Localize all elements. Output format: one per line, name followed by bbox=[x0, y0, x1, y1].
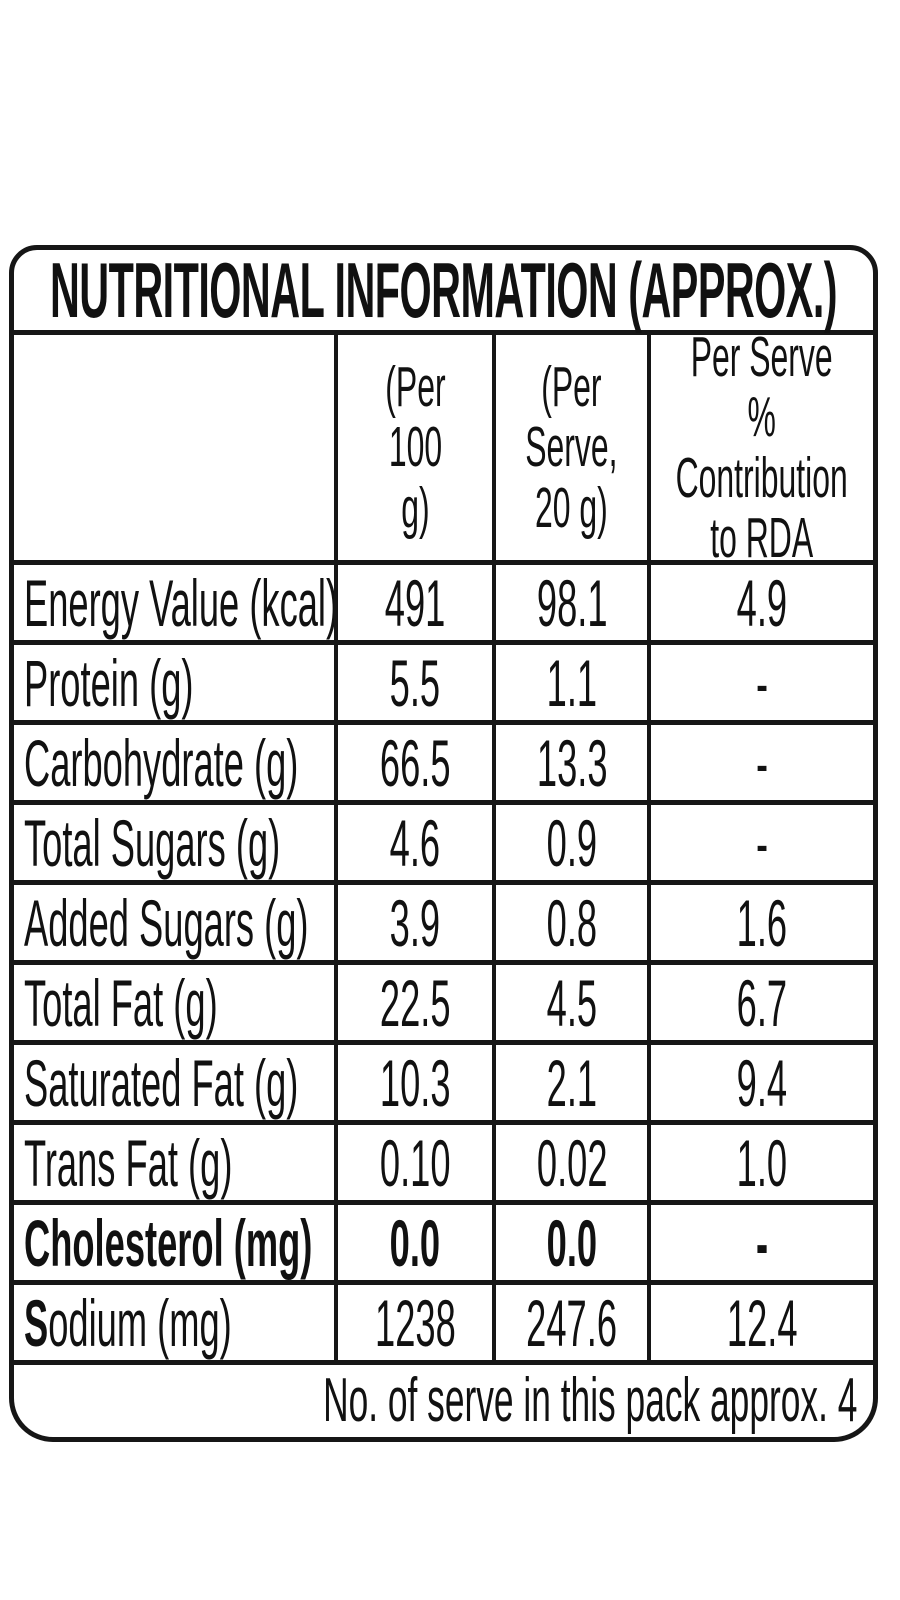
nutrition-label-panel: NUTRITIONAL INFORMATION (APPROX.) (Per 1… bbox=[9, 245, 878, 1442]
table-row: Protein (g) 5.5 1.1- bbox=[14, 640, 873, 720]
value-rda-contribution: - bbox=[647, 725, 873, 800]
value-rda-contribution: 1.0 bbox=[647, 1125, 873, 1200]
value-per-serve: 247.6 bbox=[492, 1285, 647, 1360]
value-rda-contribution: - bbox=[647, 1205, 873, 1280]
value-per-100g: 4.6 bbox=[333, 805, 493, 880]
value-per-100g: 3.9 bbox=[333, 885, 493, 960]
value-per-serve: 98.1 bbox=[492, 565, 647, 640]
nutrient-label: Energy Value (kcal) bbox=[24, 565, 334, 640]
nutrient-label: Cholesterol (mg) bbox=[24, 1205, 313, 1280]
table-row: Added Sugars (g) 3.9 0.8 1.6 bbox=[14, 880, 873, 960]
nutrient-label: Total Sugars (g) bbox=[24, 805, 281, 880]
table-row: Sodium (mg) 1238 247.6 12.4 bbox=[14, 1280, 873, 1360]
value-per-100g: 5.5 bbox=[333, 645, 493, 720]
title-row: NUTRITIONAL INFORMATION (APPROX.) bbox=[14, 250, 873, 330]
header-cell-per-100g: (Per 100 g) bbox=[333, 335, 493, 560]
value-per-serve: 0.9 bbox=[492, 805, 647, 880]
value-per-serve: 1.1 bbox=[492, 645, 647, 720]
value-rda-contribution: 12.4 bbox=[647, 1285, 873, 1360]
header-cell-rda-contribution: Per Serve % Contribution to RDA bbox=[647, 335, 873, 560]
value-rda-contribution: - bbox=[647, 645, 873, 720]
nutrient-label: Carbohydrate (g) bbox=[24, 725, 299, 800]
table-row: Total Fat (g) 22.5 4.5 6.7 bbox=[14, 960, 873, 1040]
table-row: Total Sugars (g) 4.6 0.9- bbox=[14, 800, 873, 880]
value-per-serve: 0.8 bbox=[492, 885, 647, 960]
value-per-serve: 13.3 bbox=[492, 725, 647, 800]
table-row: Saturated Fat (g) 10.3 2.1 9.4 bbox=[14, 1040, 873, 1120]
table-body: Energy Value (kcal) 491 98.1 4.9 Protein (g)… bbox=[14, 560, 873, 1360]
value-per-100g: 1238 bbox=[333, 1285, 493, 1360]
value-per-100g: 10.3 bbox=[333, 1045, 493, 1120]
nutrient-label: Saturated Fat (g) bbox=[24, 1045, 299, 1120]
value-per-serve: 0.0 bbox=[492, 1205, 647, 1280]
nutrient-label: Protein (g) bbox=[24, 645, 194, 720]
nutrient-label: Total Fat (g) bbox=[24, 965, 218, 1040]
nutrient-label: Trans Fat (g) bbox=[24, 1125, 233, 1200]
table-row: Trans Fat (g) 0.10 0.02 1.0 bbox=[14, 1120, 873, 1200]
value-per-100g: 491 bbox=[333, 565, 493, 640]
value-rda-contribution: 9.4 bbox=[647, 1045, 873, 1120]
value-per-serve: 0.02 bbox=[492, 1125, 647, 1200]
value-per-serve: 4.5 bbox=[492, 965, 647, 1040]
value-per-100g: 0.10 bbox=[333, 1125, 493, 1200]
header-cell-per-serve: (Per Serve, 20 g) bbox=[492, 335, 647, 560]
serves-per-pack-note: No. of serve in this pack approx. 4 bbox=[322, 1366, 857, 1435]
nutrient-label: Added Sugars (g) bbox=[24, 885, 309, 960]
value-rda-contribution: 6.7 bbox=[647, 965, 873, 1040]
nutrient-label: Sodium (mg) bbox=[24, 1285, 232, 1360]
value-per-100g: 22.5 bbox=[333, 965, 493, 1040]
value-per-serve: 2.1 bbox=[492, 1045, 647, 1120]
footer-row: No. of serve in this pack approx. 4 bbox=[14, 1360, 873, 1437]
table-row: Cholesterol (mg) 0.0 0.0- bbox=[14, 1200, 873, 1280]
value-per-100g: 0.0 bbox=[333, 1205, 493, 1280]
header-cell-item bbox=[14, 335, 334, 560]
value-rda-contribution: 1.6 bbox=[647, 885, 873, 960]
table-row: Energy Value (kcal) 491 98.1 4.9 bbox=[14, 560, 873, 640]
table-row: Carbohydrate (g) 66.5 13.3- bbox=[14, 720, 873, 800]
page-title: NUTRITIONAL INFORMATION (APPROX.) bbox=[49, 246, 838, 334]
value-rda-contribution: - bbox=[647, 805, 873, 880]
table-header-row: (Per 100 g) (Per Serve, 20 g) Per Serve … bbox=[14, 330, 873, 560]
value-per-100g: 66.5 bbox=[333, 725, 493, 800]
value-rda-contribution: 4.9 bbox=[647, 565, 873, 640]
